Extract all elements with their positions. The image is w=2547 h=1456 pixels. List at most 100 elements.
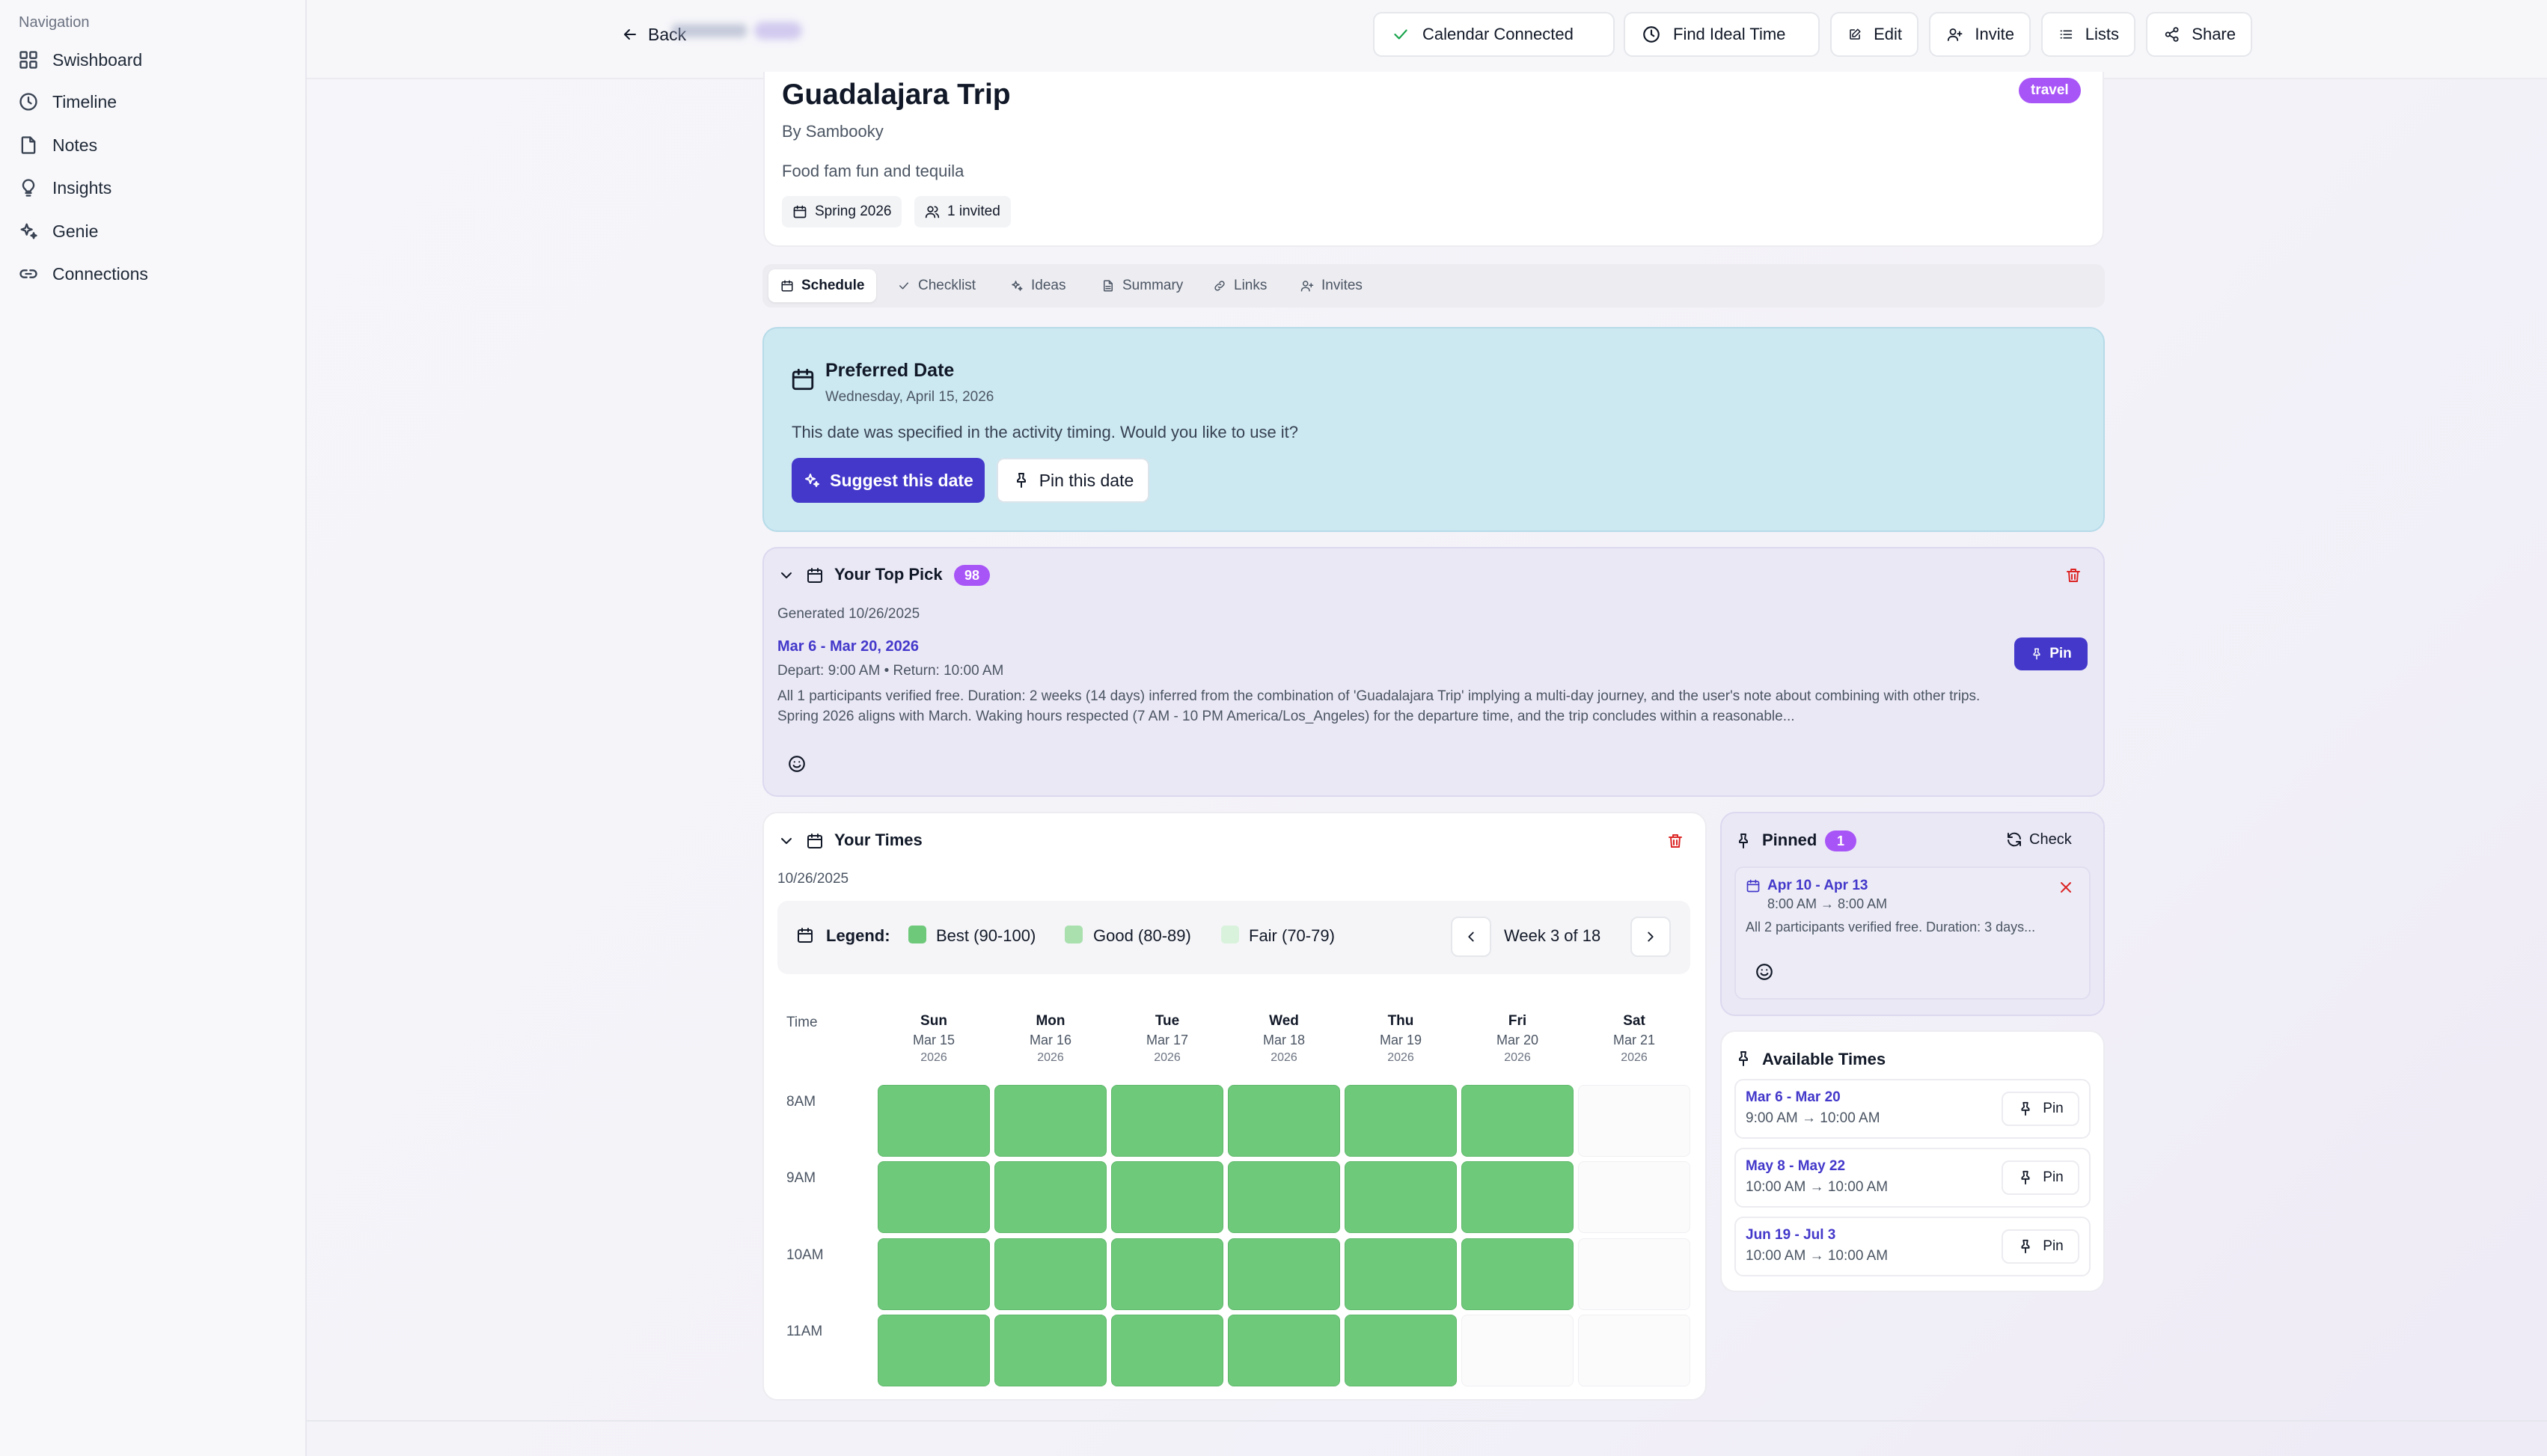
time-slot-cell[interactable] (1345, 1238, 1457, 1310)
lightbulb-icon (22, 179, 35, 197)
calendar-icon (793, 205, 807, 218)
prev-week-button[interactable] (1451, 917, 1491, 957)
pin-icon (1739, 833, 1748, 848)
time-slot-cell[interactable] (1228, 1315, 1340, 1386)
top-pick-generated: Generated 10/26/2025 (777, 606, 920, 622)
time-slot-cell[interactable] (994, 1085, 1107, 1157)
tab-summary[interactable]: Summary (1089, 269, 1195, 302)
pin-icon (2021, 1170, 2030, 1185)
pin-date-button[interactable]: Pin this date (997, 458, 1149, 503)
sidebar: Navigation Swishboard Timeline Notes Ins… (0, 0, 307, 1456)
time-slot-cell[interactable] (1578, 1315, 1690, 1386)
sidebar-item-label: Connections (52, 263, 148, 284)
page-title: Guadalajara Trip (782, 79, 1011, 111)
sidebar-item-swishboard[interactable]: Swishboard (18, 43, 142, 76)
time-slot-cell[interactable] (1461, 1085, 1574, 1157)
time-slot-cell[interactable] (994, 1315, 1107, 1386)
preferred-date-message: This date was specified in the activity … (792, 423, 1299, 441)
grid-icon (19, 51, 37, 69)
find-ideal-time-button[interactable]: Find Ideal Time (1624, 12, 1820, 57)
sparkles-icon (20, 223, 37, 239)
time-slot-cell[interactable] (1345, 1315, 1457, 1386)
check-icon (899, 282, 908, 290)
pin-icon (2033, 648, 2040, 660)
available-time-pin-button[interactable]: Pin (2002, 1229, 2079, 1264)
time-slot-cell[interactable] (878, 1085, 990, 1157)
time-slot-cell[interactable] (878, 1161, 990, 1233)
time-slot-cell[interactable] (1345, 1161, 1457, 1233)
time-slot-cell[interactable] (878, 1238, 990, 1310)
chevron-down-icon[interactable] (777, 566, 795, 584)
time-slot-cell[interactable] (994, 1161, 1107, 1233)
time-slot-cell[interactable] (1578, 1161, 1690, 1233)
sidebar-item-notes[interactable]: Notes (18, 129, 97, 162)
tab-checklist[interactable]: Checklist (885, 269, 988, 302)
pinned-item-description: All 2 participants verified free. Durati… (1746, 920, 2036, 935)
available-time-hours: 10:00 AM → 10:00 AM (1746, 1179, 1889, 1195)
tab-label: Summary (1122, 278, 1184, 293)
time-slot-cell[interactable] (1461, 1238, 1574, 1310)
pin-icon (2021, 1101, 2030, 1116)
time-column-header: Time (786, 1015, 818, 1030)
check-button[interactable]: Check (2005, 831, 2072, 848)
tab-schedule[interactable]: Schedule (768, 269, 877, 302)
available-time-pin-button[interactable]: Pin (2002, 1092, 2079, 1126)
chevron-down-icon[interactable] (777, 832, 795, 850)
time-slot-cell[interactable] (994, 1238, 1107, 1310)
time-slot-cell[interactable] (1578, 1085, 1690, 1157)
top-pick-pin-button[interactable]: Pin (2014, 637, 2088, 670)
sidebar-item-genie[interactable]: Genie (18, 215, 98, 248)
tab-links[interactable]: Links (1201, 269, 1279, 302)
suggest-date-button[interactable]: Suggest this date (792, 458, 985, 503)
day-date: Mar 15 (912, 1033, 955, 1047)
clock-icon (1643, 26, 1660, 43)
time-slot-cell[interactable] (1578, 1238, 1690, 1310)
trash-icon[interactable] (1666, 832, 1684, 850)
sidebar-item-connections[interactable]: Connections (18, 257, 148, 290)
time-slot-cell[interactable] (1111, 1238, 1223, 1310)
sidebar-item-timeline[interactable]: Timeline (18, 85, 117, 118)
find-ideal-time-label: Find Ideal Time (1673, 25, 1786, 43)
next-week-button[interactable] (1630, 917, 1671, 957)
chevron-right-icon (1648, 932, 1654, 942)
day-name: Sun (920, 1013, 947, 1029)
close-icon[interactable] (2057, 878, 2075, 896)
time-slot-cell[interactable] (1228, 1161, 1340, 1233)
smile-icon[interactable] (1755, 962, 1774, 982)
day-date: Mar 19 (1379, 1033, 1422, 1047)
day-name: Fri (1508, 1013, 1527, 1029)
legend-swatch-fair (1221, 926, 1239, 943)
trash-icon[interactable] (2064, 566, 2082, 584)
tab-label: Checklist (918, 278, 976, 293)
tab-label: Invites (1321, 278, 1363, 293)
time-slot-cell[interactable] (1345, 1085, 1457, 1157)
time-slot-cell[interactable] (1111, 1161, 1223, 1233)
tab-invites[interactable]: Invites (1288, 269, 1375, 302)
day-date: Mar 16 (1029, 1033, 1072, 1047)
tab-ideas[interactable]: Ideas (998, 269, 1077, 302)
calendar-connected-label: Calendar Connected (1422, 25, 1574, 43)
activity-author: By Sambooky (782, 122, 884, 141)
sidebar-item-insights[interactable]: Insights (18, 171, 111, 204)
time-slot-cell[interactable] (1228, 1238, 1340, 1310)
edit-button[interactable]: Edit (1830, 12, 1918, 57)
suggest-date-label: Suggest this date (830, 470, 973, 490)
day-name: Thu (1387, 1013, 1414, 1029)
available-time-pin-button[interactable]: Pin (2002, 1160, 2079, 1195)
calendar-icon (807, 568, 822, 583)
time-slot-cell[interactable] (1461, 1161, 1574, 1233)
file-icon (21, 136, 36, 154)
time-slot-cell[interactable] (1461, 1315, 1574, 1386)
time-row-label: 8AM (786, 1094, 816, 1110)
share-button[interactable]: Share (2146, 12, 2252, 57)
time-slot-cell[interactable] (1228, 1085, 1340, 1157)
lists-button[interactable]: Lists (2041, 12, 2135, 57)
invite-button[interactable]: Invite (1929, 12, 2031, 57)
preferred-date-card (762, 327, 2105, 532)
time-slot-cell[interactable] (1111, 1085, 1223, 1157)
time-slot-cell[interactable] (1111, 1315, 1223, 1386)
legend-swatch-good (1065, 926, 1083, 943)
calendar-connected-button[interactable]: Calendar Connected (1373, 12, 1615, 57)
smile-icon[interactable] (787, 754, 807, 774)
time-slot-cell[interactable] (878, 1315, 990, 1386)
